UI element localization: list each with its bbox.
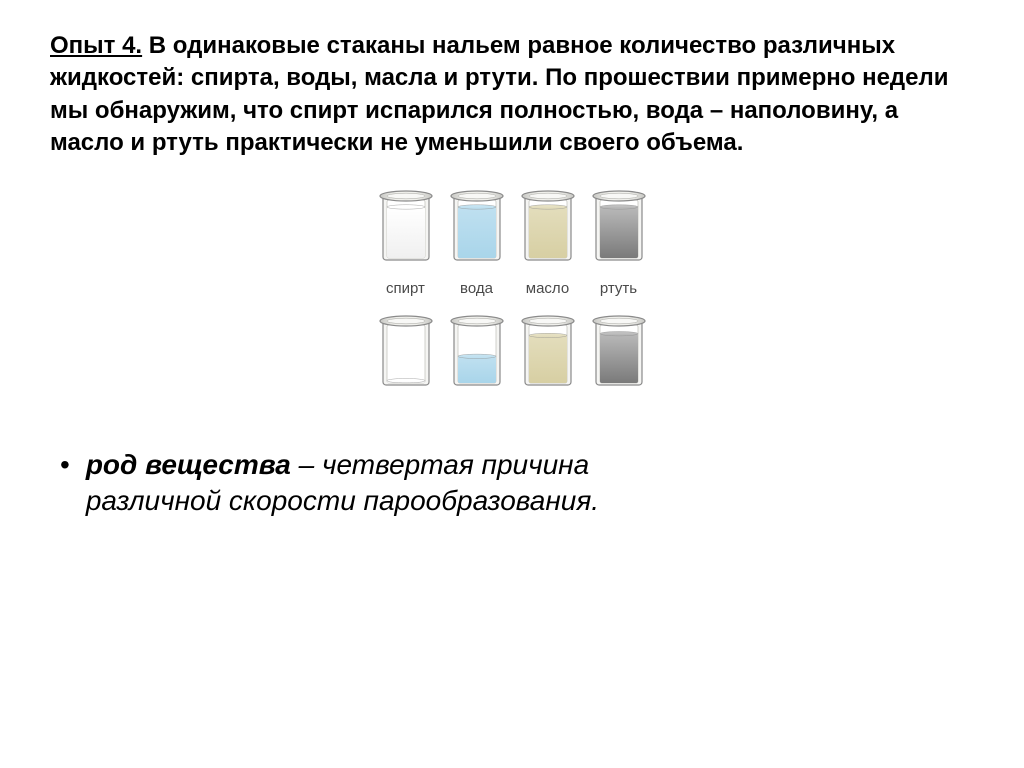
beaker-alcohol-after: [378, 315, 434, 387]
beaker-mercury-after: [591, 315, 647, 387]
label-water: вода: [449, 280, 505, 297]
beaker-row-after: [378, 315, 647, 387]
label-mercury: ртуть: [591, 280, 647, 297]
beakers-diagram: спирт вода масло ртуть: [50, 190, 974, 387]
label-oil: масло: [520, 280, 576, 297]
bullet-marker-icon: •: [60, 447, 70, 483]
beaker-alcohol-before: [378, 190, 434, 262]
conclusion-rest2: различной скорости парообразования.: [86, 485, 599, 516]
labels-row: спирт вода масло ртуть: [378, 280, 647, 297]
beaker-water-after: [449, 315, 505, 387]
label-alcohol: спирт: [378, 280, 434, 297]
beaker-mercury-before: [591, 190, 647, 262]
conclusion-text: род вещества – четвертая причина различн…: [86, 447, 974, 520]
experiment-paragraph: Опыт 4. В одинаковые стаканы нальем равн…: [50, 30, 974, 160]
conclusion-bold: род вещества: [86, 449, 291, 480]
beaker-oil-after: [520, 315, 576, 387]
conclusion-rest1: – четвертая причина: [291, 449, 589, 480]
beaker-water-before: [449, 190, 505, 262]
experiment-title: Опыт 4.: [50, 32, 142, 59]
beaker-oil-before: [520, 190, 576, 262]
beaker-row-before: [378, 190, 647, 262]
conclusion-bullet: • род вещества – четвертая причина разли…: [50, 447, 974, 520]
experiment-body: В одинаковые стаканы нальем равное колич…: [50, 32, 949, 156]
